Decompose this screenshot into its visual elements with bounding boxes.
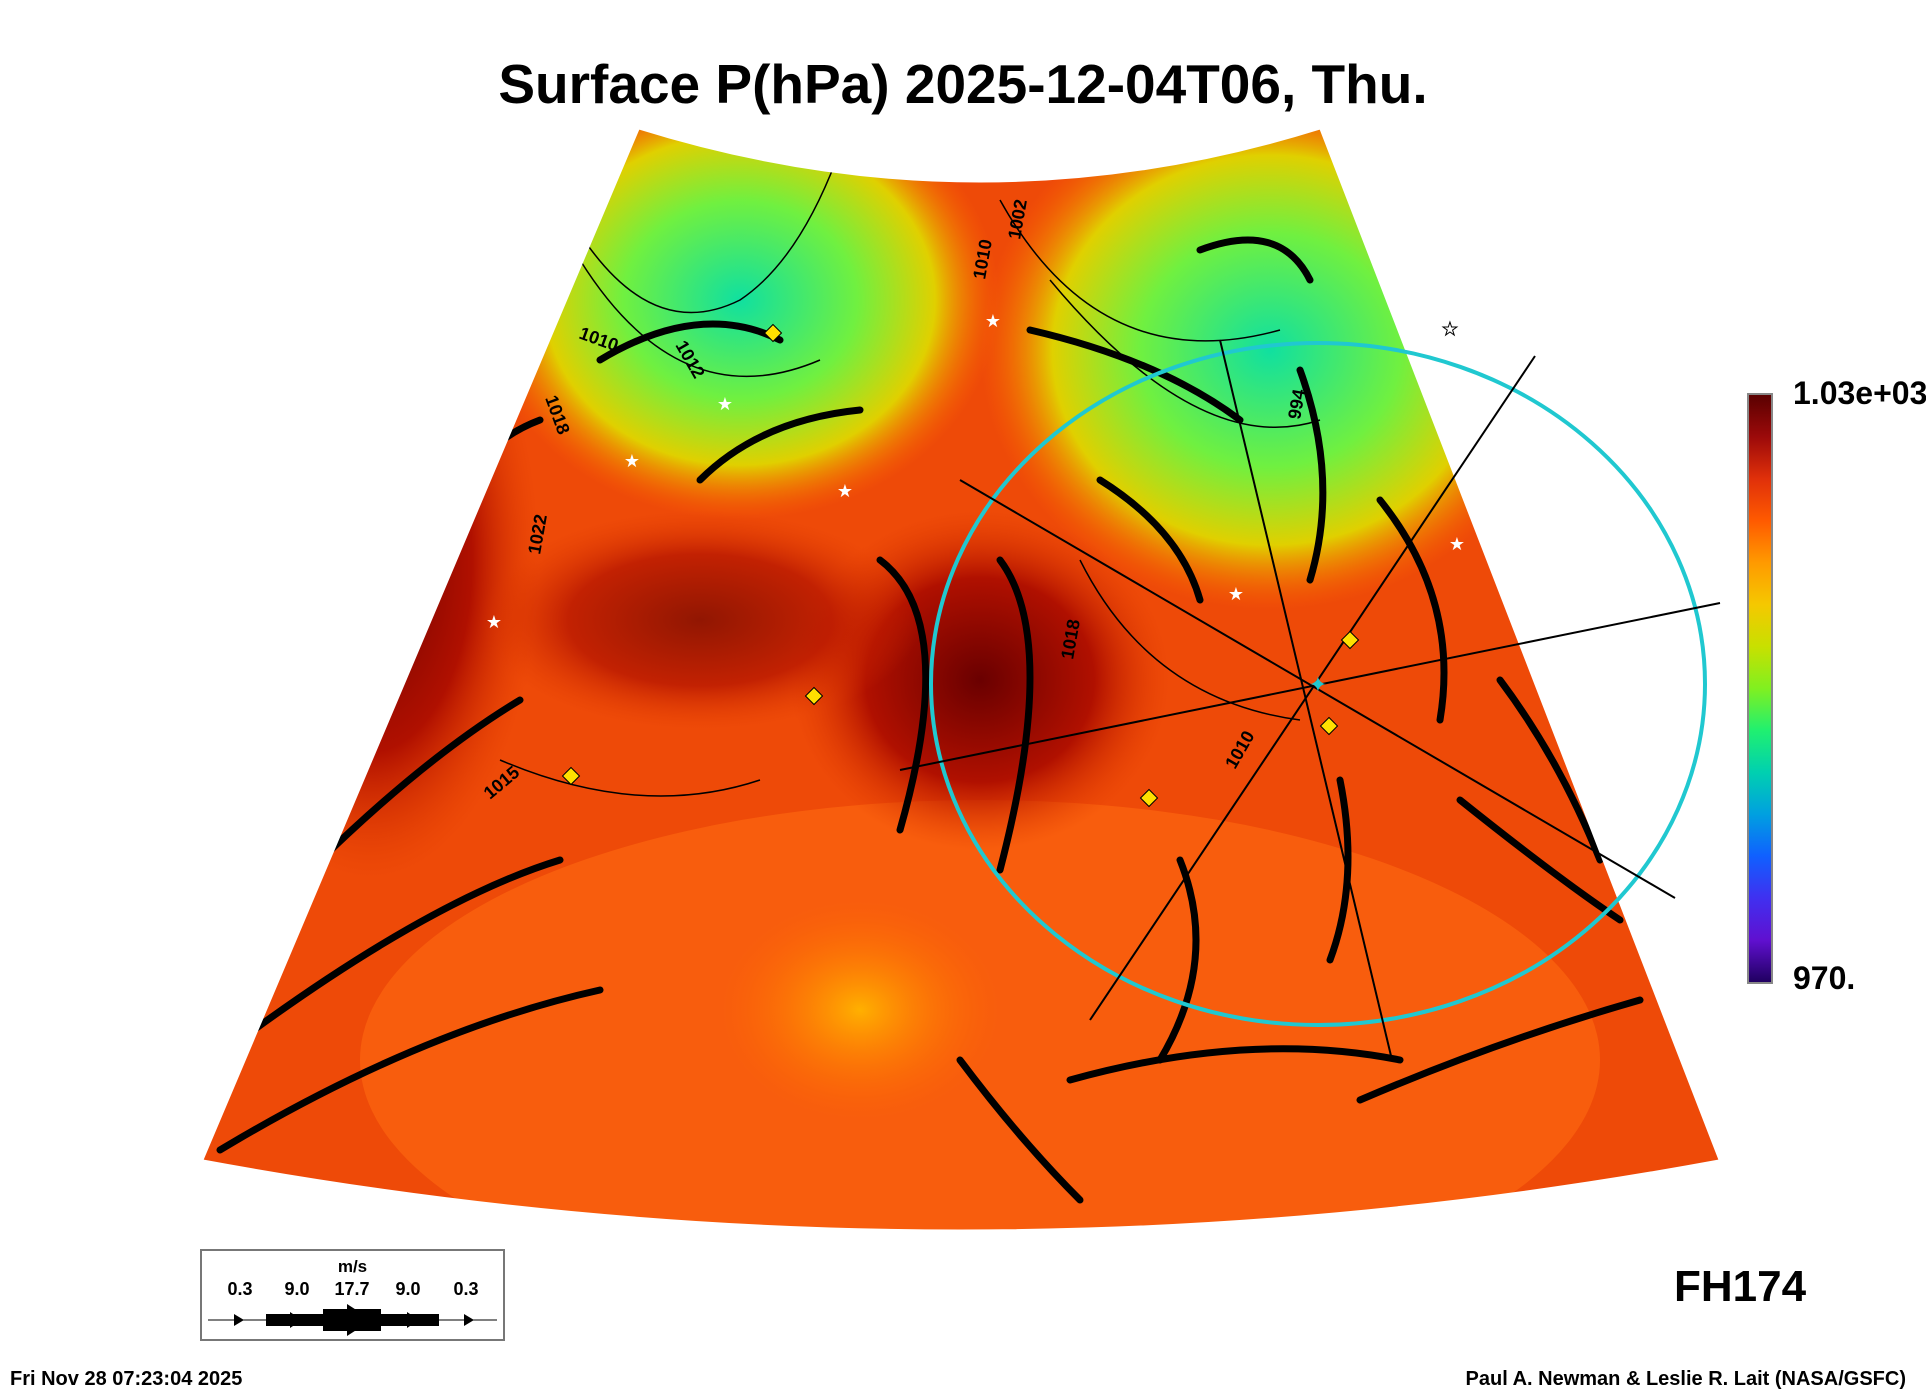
star-markers: ★ ★ ★ ★ ★ ★ ★ ★	[486, 311, 1465, 632]
diamond-marker	[1139, 788, 1159, 808]
diamond-marker	[1340, 630, 1360, 650]
wind-legend-value: 17.7	[334, 1279, 370, 1299]
star-icon: ★	[486, 612, 502, 632]
diamond-marker	[561, 766, 581, 786]
map-title: Surface P(hPa) 2025-12-04T06, Thu.	[498, 53, 1428, 115]
diamond-marker	[804, 686, 824, 706]
wind-legend-value: 9.0	[284, 1279, 310, 1299]
station-markers	[561, 323, 1360, 808]
colorbar	[1747, 393, 1773, 984]
wind-streamlines	[216, 236, 1644, 1204]
forecast-hour-label: FH174	[1674, 1262, 1807, 1311]
star-icon: ★	[837, 481, 853, 501]
wind-legend-value: 0.3	[227, 1279, 253, 1299]
wind-arrow-scale	[208, 1304, 497, 1336]
diamond-marker	[1319, 716, 1339, 736]
credit-text: Paul A. Newman & Leslie R. Lait (NASA/GS…	[1465, 1368, 1906, 1390]
star-icon: ★	[624, 451, 640, 471]
range-circle	[929, 341, 1707, 1027]
star-icon: ★	[717, 394, 733, 414]
colorbar-max-label: 1.03e+03	[1793, 375, 1926, 411]
wind-legend-unit: m/s	[337, 1257, 368, 1276]
colorbar-min-label: 970.	[1793, 960, 1856, 996]
isobars	[499, 149, 1321, 797]
wind-legend-value: 9.0	[395, 1279, 421, 1299]
generated-timestamp: Fri Nov 28 07:23:04 2025	[10, 1368, 243, 1390]
star-icon: ★	[1449, 534, 1465, 554]
star-icon: ★	[985, 311, 1001, 331]
cross-section-overlay: ✦	[899, 339, 1721, 1061]
wind-speed-legend: m/s 0.3 9.0 17.7 9.0 0.3	[200, 1249, 505, 1341]
star-outline-icon: ★	[1442, 319, 1458, 339]
center-star-icon: ✦	[1309, 672, 1327, 697]
wind-legend-value: 0.3	[453, 1279, 479, 1299]
diamond-marker	[763, 323, 783, 343]
star-icon: ★	[1228, 584, 1244, 604]
